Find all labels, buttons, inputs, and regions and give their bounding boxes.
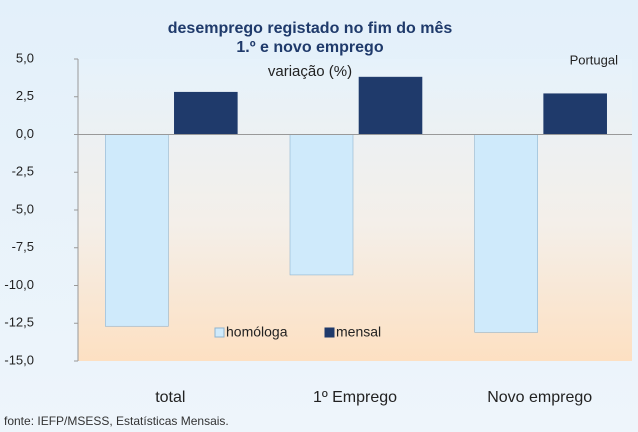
- x-tick-label: Novo emprego: [487, 389, 592, 406]
- legend-swatch: [324, 327, 335, 338]
- plot-area: [78, 59, 632, 361]
- chart-subtitle: 1.º e novo emprego: [236, 39, 383, 56]
- chart-title: desemprego registado no fim do mês: [168, 20, 453, 37]
- y-label: variação (%): [268, 63, 352, 80]
- y-tick-label: -12,5: [4, 315, 34, 330]
- x-tick-label: 1º Emprego: [313, 389, 397, 406]
- bar: [105, 134, 169, 327]
- bar: [543, 93, 607, 135]
- legend-label: homóloga: [226, 324, 288, 340]
- y-tick-label: 2,5: [16, 88, 34, 103]
- bar: [174, 91, 238, 135]
- y-tick-label: -2,5: [12, 164, 34, 179]
- bar: [474, 134, 538, 333]
- bar: [289, 134, 354, 276]
- annotation: Portugal: [570, 52, 619, 67]
- legend-swatch: [214, 327, 225, 338]
- x-tick-label: total: [155, 389, 185, 406]
- y-tick-label: 5,0: [16, 50, 34, 65]
- y-tick-label: 0,0: [16, 126, 34, 141]
- y-tick-label: -10,0: [4, 277, 34, 292]
- legend-label: mensal: [336, 324, 381, 340]
- y-tick-label: -7,5: [12, 239, 34, 254]
- y-tick-label: -5,0: [12, 201, 34, 216]
- y-tick-label: -15,0: [4, 352, 34, 367]
- source: fonte: IEFP/MSESS, Estatísticas Mensais.: [4, 414, 229, 428]
- bar: [358, 76, 423, 135]
